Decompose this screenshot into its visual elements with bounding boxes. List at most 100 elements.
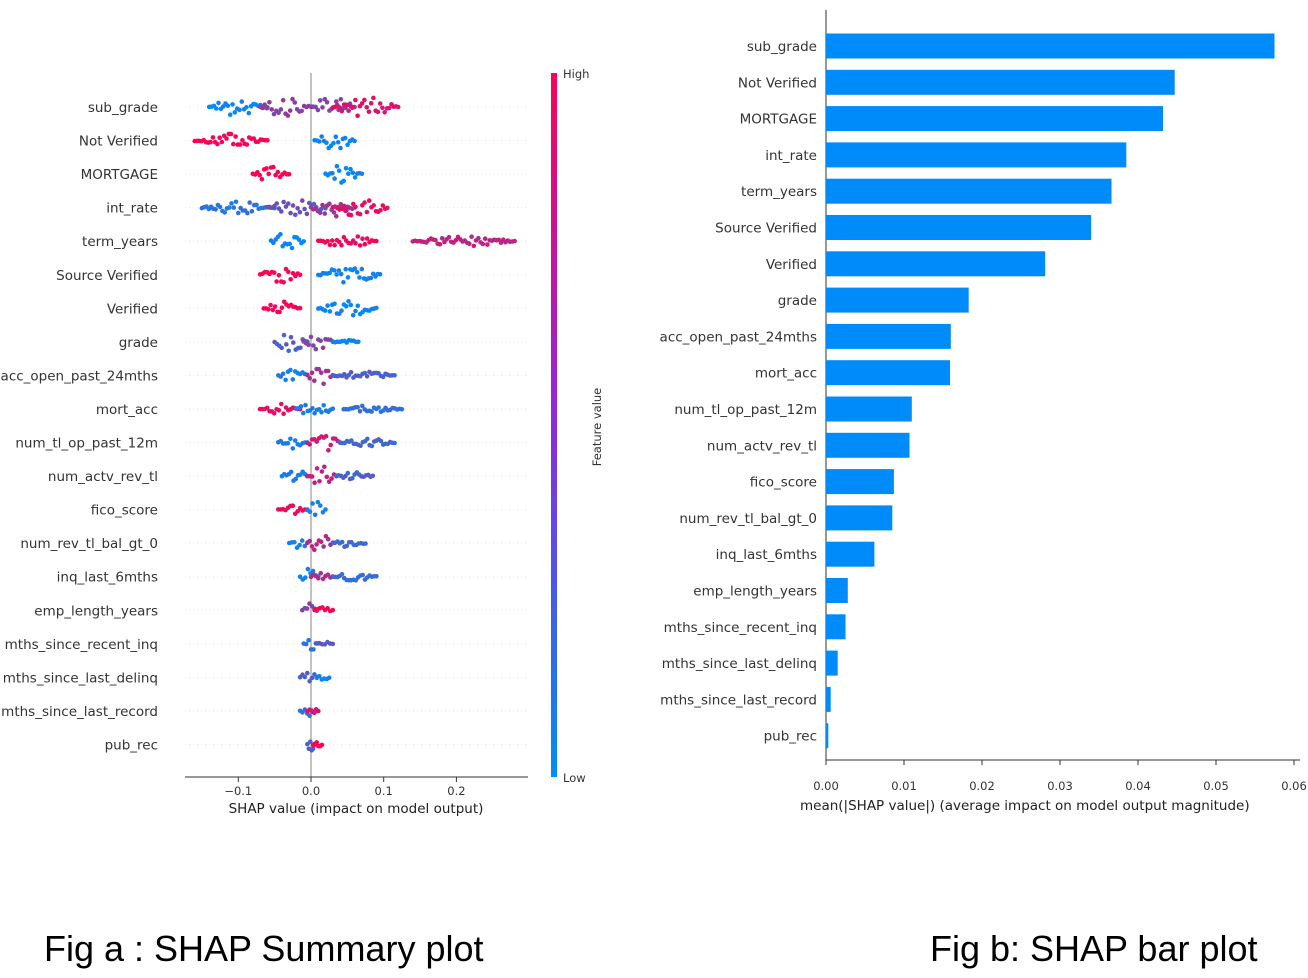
summary-point [362, 97, 367, 103]
summary-point [364, 105, 370, 110]
summary-point [330, 607, 336, 613]
summary-point [363, 541, 368, 546]
summary-point [358, 443, 363, 449]
summary-point [286, 201, 291, 206]
summary-point [327, 201, 332, 207]
summary-point [343, 165, 349, 171]
summary-points [192, 95, 517, 753]
summary-point [237, 107, 242, 113]
summary-point [335, 140, 341, 145]
bar-category-label: term_years [741, 184, 817, 200]
summary-point [247, 200, 252, 205]
summary-point [288, 367, 293, 373]
summary-point [353, 97, 358, 103]
summary-point [286, 348, 292, 354]
summary-point [343, 303, 349, 309]
summary-point [368, 275, 374, 281]
summary-point [512, 238, 517, 244]
summary-point [344, 543, 350, 549]
summary-point [266, 307, 271, 312]
summary-point [306, 342, 311, 348]
summary-point [376, 405, 381, 410]
bar-category-label: emp_length_years [693, 584, 817, 600]
summary-point [307, 538, 313, 544]
summary-point [304, 606, 310, 611]
summary-point [366, 198, 372, 203]
summary-point [346, 299, 351, 304]
summary-point [249, 209, 255, 214]
summary-point [298, 404, 304, 409]
summary-point [467, 241, 472, 246]
summary-point [231, 205, 237, 210]
summary-point [278, 232, 283, 237]
summary-point [301, 410, 306, 416]
summary-point [364, 209, 370, 215]
bar-category-label: mths_since_last_delinq [662, 656, 817, 672]
summary-point [279, 209, 284, 214]
summary-feature-label: grade [119, 335, 158, 351]
summary-point [339, 108, 345, 114]
bar-category-label: Not Verified [738, 75, 817, 91]
summary-point [290, 203, 296, 208]
shap-summary-plot: sub_grade Not Verified MORTGAGE int_rateter… [1, 67, 604, 817]
summary-point [329, 476, 334, 481]
summary-point [332, 176, 337, 181]
summary-point [332, 242, 337, 248]
summary-point [280, 97, 286, 103]
summary-point [370, 473, 376, 479]
summary-point [254, 202, 259, 208]
summary-point [259, 176, 265, 182]
summary-x-tick-label: 0.1 [375, 784, 393, 798]
summary-point [285, 440, 291, 446]
summary-point [378, 207, 383, 213]
summary-point [237, 142, 243, 147]
summary-point [317, 673, 322, 679]
summary-point [331, 210, 337, 215]
bar-category-label: MORTGAGE [740, 112, 817, 128]
summary-point [226, 205, 232, 210]
summary-point [225, 103, 231, 108]
summary-point [374, 238, 379, 244]
summary-point [316, 576, 321, 581]
summary-point [307, 442, 313, 447]
summary-feature-label: num_tl_op_past_12m [15, 436, 158, 452]
summary-point [232, 110, 238, 115]
summary-point [360, 236, 365, 241]
summary-point [359, 171, 365, 177]
summary-point [307, 713, 312, 718]
summary-point [227, 112, 233, 117]
summary-point [314, 439, 320, 444]
summary-point [307, 509, 313, 514]
summary-point [476, 235, 481, 241]
summary-point [228, 131, 234, 137]
summary-point [283, 377, 288, 383]
summary-point [360, 403, 365, 409]
summary-point [330, 641, 336, 647]
summary-point [290, 96, 295, 102]
bar-category-label: num_rev_tl_bal_gt_0 [679, 511, 817, 527]
summary-point [334, 272, 339, 277]
summary-point [257, 172, 263, 178]
summary-point [288, 277, 294, 282]
summary-point [233, 199, 239, 205]
summary-point [352, 175, 358, 180]
summary-point [230, 102, 235, 107]
summary-point [271, 111, 277, 117]
summary-point [316, 366, 322, 372]
summary-point [267, 100, 272, 105]
bar-x-ticks: 0.00 0.01 0.02 0.03 0.04 0.05 0.06 [813, 760, 1307, 793]
shap-bar-plot: sub_grade Not Verified MORTGAGE int_rateter… [660, 10, 1307, 814]
summary-x-tick-label: 0.0 [302, 784, 320, 798]
summary-point [331, 140, 336, 146]
summary-point [392, 440, 397, 446]
summary-point [317, 139, 322, 144]
summary-point [213, 106, 219, 111]
bar-category-label: fico_score [750, 475, 817, 491]
summary-point [240, 138, 245, 143]
summary-point [303, 641, 309, 647]
summary-point [371, 203, 377, 208]
bar-category-label: sub_grade [747, 39, 817, 55]
summary-point [350, 104, 356, 110]
summary-point [301, 239, 307, 244]
bar-series [826, 33, 1275, 749]
